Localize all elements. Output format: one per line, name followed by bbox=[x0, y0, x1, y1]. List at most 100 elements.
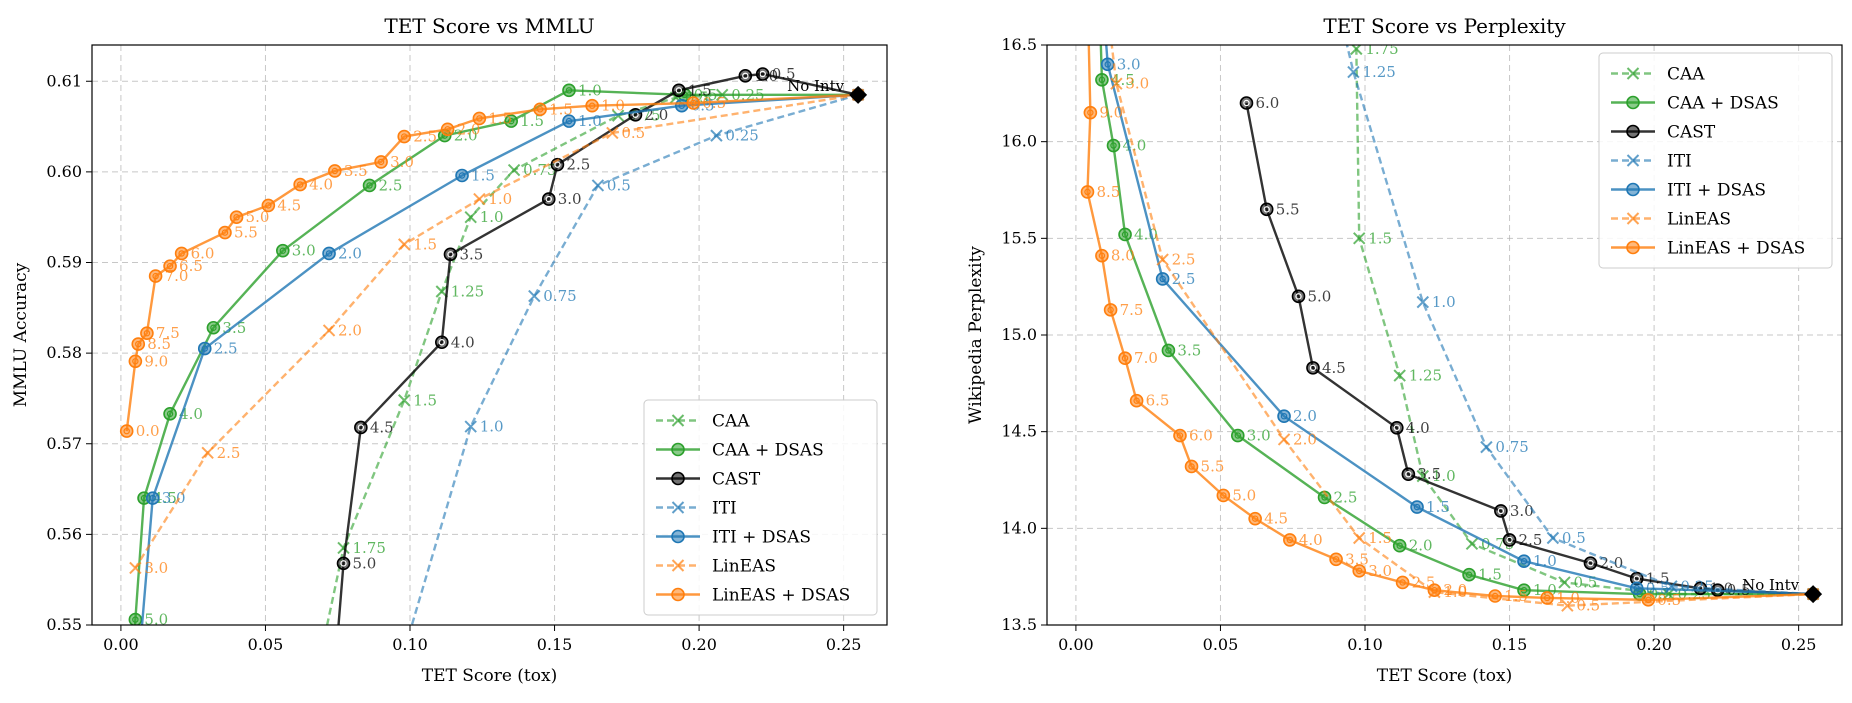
data-point bbox=[674, 98, 689, 113]
data-point-inner bbox=[1497, 507, 1505, 515]
data-label: 4.5 bbox=[153, 489, 177, 507]
data-point bbox=[562, 83, 576, 98]
data-point bbox=[443, 247, 458, 262]
data-point-inner bbox=[1104, 61, 1111, 68]
data-label: 1.0 bbox=[488, 190, 512, 208]
data-label: 1.5 bbox=[413, 235, 437, 253]
legend-item-lineas: LinEAS bbox=[1611, 210, 1731, 230]
data-label: 1.0 bbox=[1533, 552, 1557, 570]
data-point-inner bbox=[1431, 587, 1438, 594]
data-label: 2.0 bbox=[1293, 430, 1317, 448]
legend-marker bbox=[671, 501, 685, 514]
data-point bbox=[374, 155, 388, 169]
data-point-inner bbox=[143, 329, 151, 337]
data-label: 7.5 bbox=[1120, 301, 1144, 319]
data-point bbox=[328, 164, 342, 178]
data-label: 4.0 bbox=[1299, 531, 1323, 549]
data-point-inner bbox=[132, 358, 139, 365]
data-point bbox=[1462, 567, 1476, 582]
data-label: 4.5 bbox=[277, 196, 301, 214]
data-label: 1.5 bbox=[688, 81, 712, 99]
data-point bbox=[710, 129, 723, 142]
data-label: 3.0 bbox=[1368, 562, 1392, 580]
data-label: 1.25 bbox=[1362, 63, 1395, 81]
data-point bbox=[1161, 343, 1176, 358]
legend-marker bbox=[671, 559, 685, 572]
data-point-inner bbox=[1405, 471, 1412, 478]
legend-label: ITI bbox=[712, 499, 737, 519]
data-label: 3.0 bbox=[1247, 427, 1271, 445]
data-point bbox=[128, 612, 143, 625]
data-point-inner bbox=[742, 72, 749, 80]
data-label: 4.5 bbox=[1322, 359, 1346, 377]
data-point bbox=[464, 420, 477, 433]
data-label: 1.25 bbox=[1409, 367, 1442, 385]
data-label: 3.0 bbox=[1125, 75, 1149, 93]
data-point bbox=[1103, 303, 1118, 317]
series-iti: 0.25 0.5 0.75 1.0 bbox=[410, 88, 865, 625]
data-label: 0.5 bbox=[1646, 579, 1670, 597]
data-point-inner bbox=[1176, 432, 1184, 439]
data-point-inner bbox=[476, 115, 483, 122]
y-tick-label: 0.58 bbox=[46, 343, 82, 362]
data-point-inner bbox=[1587, 559, 1594, 567]
data-point-inner bbox=[1188, 463, 1195, 470]
data-label: 4.0 bbox=[451, 333, 475, 351]
data-point-inner bbox=[1121, 355, 1129, 362]
mmlu-y-axis-label: MMLU Accuracy bbox=[11, 262, 31, 407]
data-label: 0.5 bbox=[1576, 597, 1600, 615]
data-point bbox=[1494, 504, 1508, 518]
y-tick-label: 14.5 bbox=[1001, 422, 1037, 441]
data-label: 4.0 bbox=[1406, 419, 1430, 437]
x-tick-label: 0.15 bbox=[537, 635, 573, 654]
data-point bbox=[119, 424, 134, 438]
data-point-inner bbox=[331, 167, 339, 175]
data-point-inner bbox=[366, 182, 373, 189]
legend-marker bbox=[1626, 124, 1640, 139]
x-tick-label: 0.20 bbox=[1636, 635, 1672, 654]
data-label: 8.5 bbox=[1096, 183, 1120, 201]
data-label: 6.5 bbox=[1146, 392, 1170, 410]
data-point-inner bbox=[1399, 579, 1406, 586]
legend-marker bbox=[1626, 154, 1640, 167]
data-label: 1.0 bbox=[1432, 293, 1456, 311]
data-point-inner bbox=[444, 126, 451, 133]
data-label: 6.0 bbox=[1255, 94, 1279, 112]
data-point bbox=[218, 225, 232, 240]
data-label: 8.0 bbox=[1111, 247, 1135, 265]
data-point bbox=[1480, 440, 1493, 454]
data-point-inner bbox=[1110, 142, 1117, 149]
data-label: 1.0 bbox=[578, 81, 602, 99]
data-point bbox=[472, 111, 487, 126]
data-label: 0.5 bbox=[702, 94, 726, 112]
series-line bbox=[133, 89, 859, 625]
no-intervention-marker bbox=[1804, 585, 1823, 604]
perplexity-plot-area: 1.751.51.251.00.750.50.254.54.04.03.53.0… bbox=[1080, 45, 1820, 615]
data-point bbox=[1259, 202, 1274, 217]
data-label: 2.0 bbox=[457, 120, 481, 138]
data-point bbox=[1410, 500, 1424, 514]
legend-label: ITI bbox=[1667, 152, 1692, 172]
mmlu-axes-frame bbox=[91, 44, 888, 626]
data-label: 2.0 bbox=[1293, 407, 1317, 425]
y-tick-label: 0.60 bbox=[46, 162, 82, 181]
x-tick-label: 0.00 bbox=[103, 635, 139, 654]
data-label: 3.5 bbox=[344, 162, 368, 180]
data-point bbox=[197, 341, 212, 356]
legend-label: CAST bbox=[712, 470, 761, 490]
data-point-inner bbox=[166, 410, 174, 418]
data-label: 1.5 bbox=[1368, 529, 1392, 547]
data-point bbox=[755, 67, 770, 81]
data-point bbox=[1629, 581, 1644, 596]
data-point bbox=[261, 198, 276, 213]
data-label: 1.0 bbox=[480, 418, 504, 436]
x-tick-label: 0.25 bbox=[826, 635, 862, 654]
data-point bbox=[1118, 351, 1132, 366]
series-line bbox=[140, 93, 859, 625]
perplexity-x-axis-label: TET Score (tox) bbox=[1377, 666, 1512, 686]
data-point-inner bbox=[1520, 558, 1528, 565]
data-point-inner bbox=[1332, 556, 1340, 563]
data-point bbox=[322, 246, 336, 261]
legend-item-caa: CAA bbox=[656, 412, 750, 432]
data-point bbox=[1353, 531, 1366, 545]
